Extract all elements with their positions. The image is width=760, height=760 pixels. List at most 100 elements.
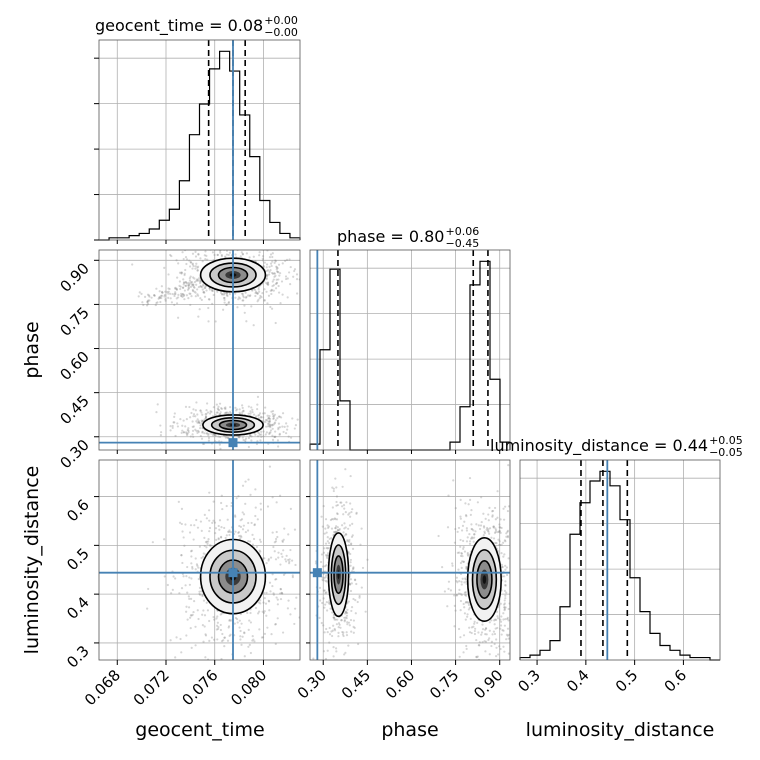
sample-point <box>343 522 346 525</box>
sample-point <box>346 623 349 626</box>
sample-point <box>250 305 253 308</box>
sample-point <box>189 524 193 527</box>
sample-point <box>184 584 187 587</box>
sample-point <box>333 531 337 534</box>
sample-point <box>511 581 513 583</box>
sample-point <box>273 435 276 438</box>
sample-point <box>216 290 219 293</box>
sample-point <box>301 269 303 271</box>
sample-point <box>473 533 476 536</box>
sample-point <box>466 615 469 618</box>
sample-point <box>259 508 263 511</box>
sample-point <box>198 421 201 425</box>
sample-point <box>355 582 358 586</box>
sample-point <box>244 439 247 442</box>
sample-point <box>271 434 274 437</box>
sample-point <box>454 527 457 531</box>
sample-point <box>158 296 162 300</box>
sample-point <box>343 620 346 623</box>
sample-point <box>281 262 284 265</box>
sample-point <box>229 410 232 413</box>
sample-point <box>268 431 271 435</box>
sample-point <box>186 288 190 291</box>
sample-point <box>506 535 510 538</box>
sample-point <box>238 524 241 528</box>
sample-point <box>280 552 283 555</box>
sample-point <box>492 537 496 540</box>
sample-point <box>465 529 469 532</box>
sample-point <box>488 506 491 509</box>
sample-point <box>230 504 233 508</box>
sample-point <box>449 589 453 592</box>
sample-point <box>274 558 278 561</box>
sample-point <box>344 651 347 654</box>
sample-point <box>471 537 474 540</box>
sample-point <box>244 437 248 440</box>
x-axis-label-luminosity_distance: luminosity_distance <box>526 719 715 741</box>
sample-point <box>205 254 208 257</box>
sample-point <box>238 408 241 411</box>
sample-point <box>211 302 214 305</box>
sample-point <box>462 539 465 543</box>
sample-point <box>187 431 190 434</box>
sample-point <box>341 633 345 636</box>
sample-point <box>359 543 362 546</box>
sample-point <box>278 415 281 418</box>
sample-point <box>279 563 282 566</box>
sample-point <box>173 412 176 415</box>
sample-point <box>203 418 206 421</box>
sample-point <box>236 621 239 624</box>
sample-point <box>256 300 259 303</box>
sample-point <box>222 240 224 242</box>
sample-point <box>190 295 193 298</box>
sample-point <box>203 544 206 548</box>
sample-point <box>504 584 507 587</box>
sample-point <box>194 568 197 571</box>
sample-point <box>349 552 352 556</box>
sample-point <box>505 535 508 538</box>
sample-point <box>274 642 277 645</box>
sample-point <box>262 601 265 604</box>
sample-point <box>260 430 263 433</box>
sample-point <box>325 275 327 277</box>
sample-point <box>340 619 343 622</box>
sample-point <box>343 619 346 622</box>
sample-point <box>339 501 342 504</box>
sample-point <box>268 432 271 436</box>
sample-point <box>216 621 219 624</box>
sample-point <box>234 530 237 533</box>
sample-point <box>224 435 227 438</box>
sample-point <box>470 536 474 539</box>
sample-point <box>171 426 174 430</box>
sample-point <box>443 590 446 593</box>
sample-point <box>337 631 340 634</box>
sample-point <box>189 435 192 438</box>
sample-point <box>220 407 223 411</box>
sample-point <box>205 432 208 435</box>
sample-point <box>514 573 516 575</box>
sample-point <box>198 586 202 590</box>
sample-point <box>339 626 342 629</box>
sample-point <box>185 418 188 421</box>
sample-point <box>184 431 188 434</box>
sample-point <box>220 494 223 497</box>
sample-point <box>271 573 274 576</box>
sample-point <box>187 281 190 284</box>
sample-point <box>295 596 298 599</box>
sample-point <box>468 631 472 634</box>
sample-point <box>197 315 200 318</box>
sample-point <box>204 258 207 261</box>
sample-point <box>242 410 245 413</box>
sample-point <box>458 551 461 554</box>
sample-point <box>195 563 199 566</box>
sample-point <box>242 409 245 412</box>
sample-point <box>188 583 192 586</box>
sample-point <box>214 527 218 530</box>
sample-point <box>269 305 272 309</box>
sample-point <box>330 518 334 521</box>
sample-point <box>184 405 188 408</box>
sample-point <box>272 423 275 426</box>
sample-point <box>181 530 184 533</box>
sample-point <box>150 296 153 299</box>
sample-point <box>155 301 158 305</box>
